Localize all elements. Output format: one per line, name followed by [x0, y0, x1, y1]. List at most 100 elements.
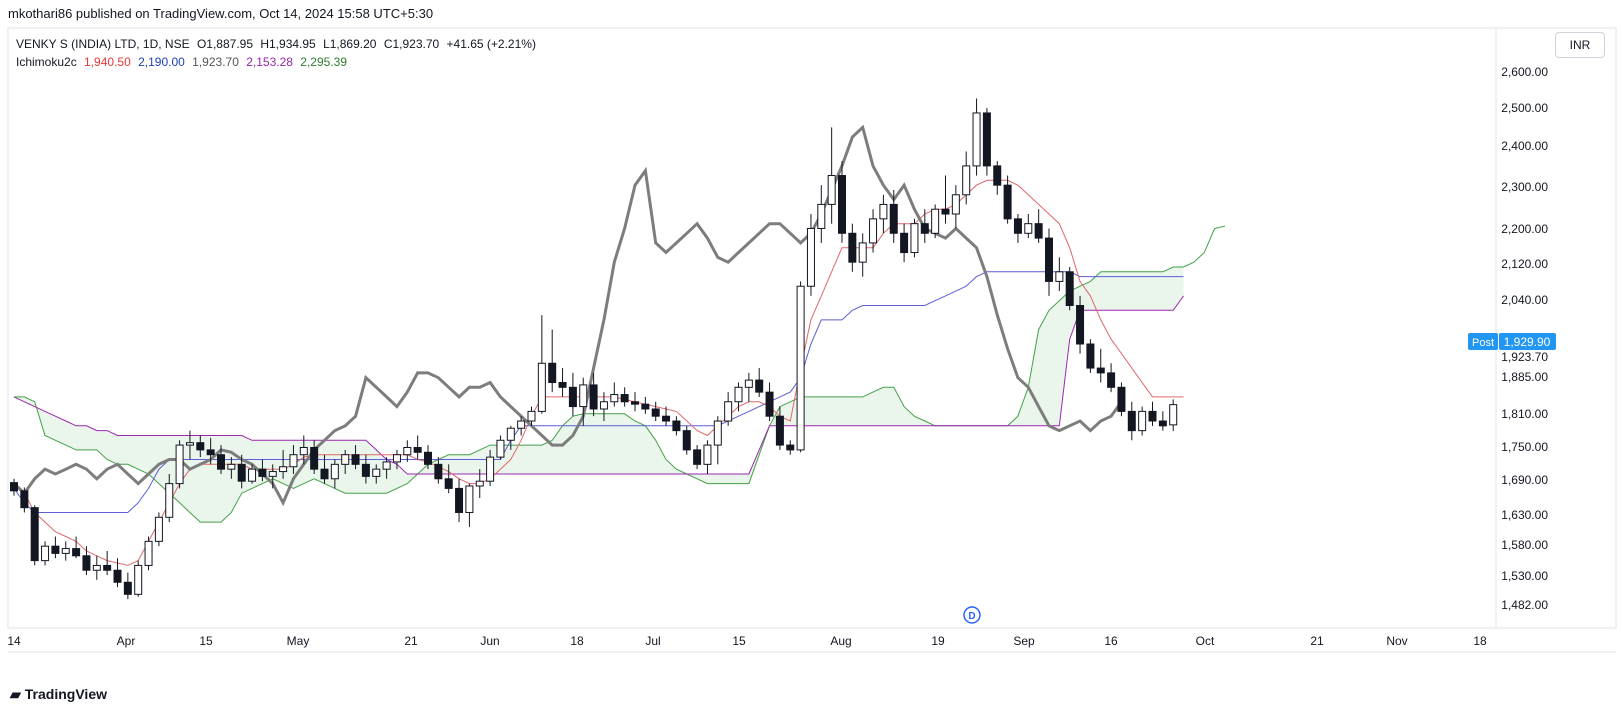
x-tick-label: 16	[1104, 634, 1118, 648]
candle	[548, 362, 557, 384]
y-tick-label: 1,810.00	[1501, 407, 1548, 421]
candle	[1148, 410, 1157, 422]
candle	[724, 401, 733, 422]
symbol-row: VENKY S (INDIA) LTD, 1D, NSE O1,887.95 H…	[16, 35, 540, 53]
post-price-badge-bg	[1499, 333, 1556, 350]
candle	[558, 382, 567, 388]
candle	[372, 468, 381, 477]
candle	[392, 454, 401, 463]
x-tick-label: 15	[199, 634, 213, 648]
candle	[610, 394, 619, 403]
candle	[951, 194, 960, 215]
candle	[1127, 410, 1136, 432]
x-tick-label: 18	[1473, 634, 1487, 648]
tradingview-logo[interactable]: ▰ TradingView	[10, 686, 107, 703]
y-tick-label: 1,690.00	[1501, 473, 1548, 487]
candle	[537, 362, 546, 412]
candle	[1076, 304, 1085, 345]
x-tick-label: May	[287, 634, 310, 648]
chart-legend: VENKY S (INDIA) LTD, 1D, NSE O1,887.95 H…	[16, 35, 540, 71]
candle	[248, 468, 257, 482]
candle	[330, 463, 339, 480]
ohlc-low: L1,869.20	[323, 37, 377, 51]
y-tick-label: 1,530.00	[1501, 569, 1548, 583]
x-tick-label: 14	[7, 634, 21, 648]
candle	[403, 446, 412, 456]
candle	[1138, 410, 1147, 432]
candle	[175, 444, 184, 485]
candle	[465, 485, 474, 513]
currency-button[interactable]: INR	[1555, 32, 1605, 58]
x-tick-label: Jul	[645, 634, 660, 648]
post-badge-label-bg	[1468, 333, 1498, 350]
candle	[123, 581, 132, 595]
candle	[713, 420, 722, 446]
candle	[82, 555, 91, 571]
candle	[486, 456, 495, 482]
dividend-marker-icon[interactable]	[963, 606, 981, 624]
x-tick-label: Nov	[1386, 634, 1407, 648]
candle	[237, 463, 246, 482]
y-tick-label: 2,400.00	[1501, 139, 1548, 153]
candle	[1055, 271, 1064, 282]
candle	[1065, 271, 1074, 306]
dividend-marker-label: D	[968, 611, 975, 622]
candle	[1096, 367, 1105, 374]
candle	[289, 454, 298, 468]
candle	[1169, 404, 1178, 426]
candle	[10, 482, 18, 492]
candle	[165, 483, 174, 518]
post-badge-label: Post	[1472, 337, 1494, 349]
candle	[682, 430, 691, 451]
price-change: +41.65 (+2.21%)	[446, 37, 536, 51]
candle	[941, 208, 950, 215]
candle	[527, 410, 536, 422]
candle	[858, 242, 867, 263]
candle	[320, 468, 329, 480]
x-tick-label: 21	[404, 634, 418, 648]
x-tick-label: 15	[732, 634, 746, 648]
candle	[796, 285, 805, 451]
indicator-value-1: 1,940.50	[84, 55, 131, 69]
candle	[134, 564, 143, 595]
indicator-name[interactable]: Ichimoku2c	[16, 55, 77, 69]
candle	[341, 454, 350, 465]
candle	[1024, 223, 1033, 234]
candle	[103, 564, 112, 571]
candle	[1013, 218, 1022, 234]
candle	[413, 446, 422, 453]
y-tick-label: 1,923.70	[1501, 350, 1548, 364]
candle	[744, 379, 753, 388]
candle	[693, 449, 702, 465]
candle	[879, 203, 888, 220]
candle	[672, 420, 681, 432]
candle	[620, 394, 629, 403]
candle	[227, 463, 236, 470]
y-tick-label: 2,040.00	[1501, 293, 1548, 307]
candle	[900, 232, 909, 254]
x-tick-label: Sep	[1013, 634, 1035, 648]
candle	[351, 454, 360, 465]
conversion-line	[13, 179, 1184, 566]
candle	[982, 112, 991, 167]
y-tick-label: 2,120.00	[1501, 257, 1548, 271]
candle	[641, 403, 650, 410]
candle	[424, 451, 432, 465]
candle	[734, 386, 743, 403]
symbol-name[interactable]: VENKY S (INDIA) LTD, 1D, NSE	[16, 37, 190, 51]
candle	[827, 175, 836, 205]
candle	[113, 569, 122, 583]
candle	[631, 401, 639, 405]
candle	[1045, 237, 1053, 282]
candle	[1034, 223, 1043, 239]
publisher-line: mkothari86 published on TradingView.com,…	[8, 6, 434, 21]
candle	[506, 427, 515, 441]
candle	[185, 442, 194, 446]
candle	[910, 223, 919, 254]
y-tick-label: 1,580.00	[1501, 538, 1548, 552]
candle	[755, 379, 764, 393]
candle	[806, 227, 815, 287]
candle	[931, 208, 940, 234]
x-tick-label: Oct	[1196, 634, 1215, 648]
